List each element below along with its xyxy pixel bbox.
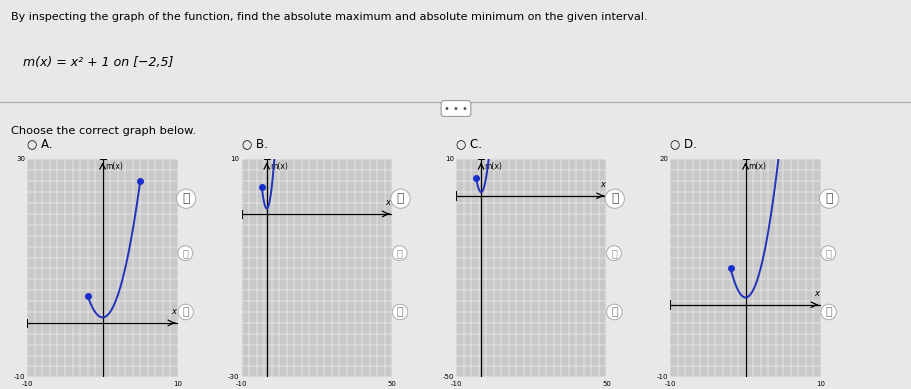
Text: m(x): m(x) (270, 162, 287, 171)
Text: m(x): m(x) (748, 162, 765, 171)
Text: m(x) = x² + 1 on [−2,5]: m(x) = x² + 1 on [−2,5] (23, 56, 173, 69)
Text: -50: -50 (442, 374, 454, 380)
Text: 10: 10 (445, 156, 454, 163)
Text: Choose the correct graph below.: Choose the correct graph below. (11, 126, 196, 136)
Text: -10: -10 (664, 380, 675, 387)
Text: ⌕: ⌕ (824, 192, 832, 205)
Text: 20: 20 (659, 156, 668, 163)
Text: x: x (385, 198, 390, 207)
Text: ⌕: ⌕ (610, 248, 616, 258)
Text: ⧉: ⧉ (610, 307, 617, 317)
Text: m(x): m(x) (106, 162, 123, 171)
Text: ⌕: ⌕ (824, 248, 830, 258)
Text: ⧉: ⧉ (182, 307, 189, 317)
Text: x: x (599, 180, 604, 189)
Text: 10: 10 (815, 380, 824, 387)
Text: ⌕: ⌕ (396, 248, 402, 258)
Text: -10: -10 (450, 380, 461, 387)
Text: ⌕: ⌕ (182, 248, 188, 258)
Text: x: x (814, 289, 818, 298)
Text: ⌕: ⌕ (396, 192, 404, 205)
Text: ○ D.: ○ D. (670, 137, 696, 151)
Text: ⧉: ⧉ (396, 307, 403, 317)
Text: ○ C.: ○ C. (456, 137, 482, 151)
Text: m(x): m(x) (484, 162, 501, 171)
Text: -10: -10 (14, 374, 26, 380)
Text: -10: -10 (22, 380, 33, 387)
Text: ⌕: ⌕ (182, 192, 189, 205)
Text: -10: -10 (656, 374, 668, 380)
Text: ⌕: ⌕ (610, 192, 618, 205)
Text: 50: 50 (601, 380, 610, 387)
Text: ○ A.: ○ A. (27, 137, 53, 151)
Text: 10: 10 (230, 156, 240, 163)
Text: 10: 10 (173, 380, 182, 387)
Text: x: x (171, 307, 176, 316)
Text: 50: 50 (387, 380, 396, 387)
Text: 30: 30 (16, 156, 26, 163)
Text: By inspecting the graph of the function, find the absolute maximum and absolute : By inspecting the graph of the function,… (11, 12, 647, 22)
Text: -30: -30 (228, 374, 240, 380)
Text: -10: -10 (236, 380, 247, 387)
Text: • • •: • • • (444, 103, 467, 114)
Text: ⧉: ⧉ (824, 307, 831, 317)
Text: ○ B.: ○ B. (241, 137, 267, 151)
